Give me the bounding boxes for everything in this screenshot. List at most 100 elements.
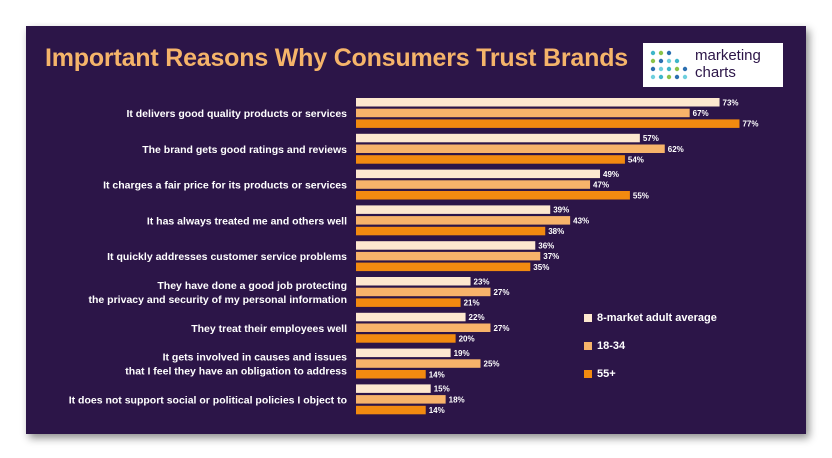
bar-value-label: 62%	[668, 145, 684, 154]
category-label: It delivers good quality products or ser…	[126, 108, 347, 120]
bar-value-label: 20%	[459, 334, 475, 343]
bar	[356, 133, 640, 143]
marketing-charts-logo: marketing charts	[643, 43, 783, 87]
logo-dot	[650, 74, 656, 80]
bar-value-label: 39%	[553, 206, 569, 215]
logo-dot	[682, 66, 688, 72]
bar	[356, 216, 571, 225]
logo-dot	[666, 58, 672, 64]
bar-value-label: 35%	[533, 263, 549, 272]
bar	[356, 251, 541, 261]
bar	[356, 169, 601, 179]
bar	[356, 191, 630, 200]
category-label: It charges a fair price for its products…	[103, 180, 347, 192]
legend-swatch	[584, 341, 592, 350]
bar	[356, 348, 451, 358]
bar	[356, 119, 740, 128]
legend-label: 18-34	[597, 339, 626, 352]
logo-dot	[658, 66, 664, 72]
bar-value-label: 43%	[573, 216, 589, 225]
bar	[356, 312, 466, 322]
bar-value-label: 14%	[429, 406, 445, 415]
legend-item: 18-34	[584, 339, 717, 352]
chart-title: Important Reasons Why Consumers Trust Br…	[45, 44, 628, 72]
logo-dot	[650, 66, 656, 72]
bar	[356, 384, 431, 393]
bar-value-label: 23%	[474, 277, 490, 286]
logo-dot	[666, 74, 672, 80]
chart-legend: 8-market adult average 18-34 55+	[584, 312, 717, 396]
bar	[356, 98, 720, 107]
category-label: the privacy and security of my personal …	[89, 294, 347, 306]
bar-chart: It delivers good quality products or ser…	[69, 98, 758, 415]
bar-value-label: 25%	[484, 360, 500, 369]
logo-text: marketing charts	[695, 47, 761, 81]
logo-line-1: marketing	[695, 47, 761, 64]
bar-value-label: 67%	[693, 109, 709, 118]
bar	[356, 298, 461, 307]
legend-label: 8-market adult average	[597, 311, 717, 324]
category-label: It has always treated me and others well	[147, 215, 347, 227]
bar	[356, 395, 446, 404]
bar-value-label: 37%	[543, 252, 559, 261]
logo-dot	[650, 58, 656, 64]
bar	[356, 277, 471, 286]
bar	[356, 334, 456, 343]
bar-value-label: 55%	[633, 191, 649, 200]
bar-value-label: 27%	[493, 288, 509, 297]
bar-value-label: 22%	[469, 313, 485, 322]
bar	[356, 262, 531, 272]
category-label: They treat their employees well	[191, 323, 347, 335]
bar-value-label: 38%	[548, 227, 564, 236]
bar-value-label: 14%	[429, 370, 445, 379]
bar-value-label: 36%	[538, 241, 554, 250]
legend-item: 55+	[584, 367, 717, 380]
bar	[356, 205, 551, 214]
legend-label: 55+	[597, 367, 616, 380]
bar	[356, 144, 665, 153]
bar-value-label: 21%	[464, 299, 480, 308]
logo-dot	[650, 50, 656, 56]
bar-value-label: 47%	[593, 181, 609, 190]
category-label: They have done a good job protecting	[157, 280, 347, 292]
logo-dot	[666, 66, 672, 72]
logo-dot	[682, 74, 688, 80]
bar	[356, 287, 491, 297]
legend-item: 8-market adult average	[584, 311, 717, 324]
bar	[356, 370, 426, 379]
bar	[356, 323, 491, 332]
bar-value-label: 77%	[742, 120, 758, 129]
logo-dots-icon	[650, 50, 688, 80]
bar	[356, 180, 591, 189]
bar	[356, 155, 625, 164]
bar-value-label: 49%	[603, 170, 619, 179]
logo-dot	[666, 50, 672, 56]
chart-card: Important Reasons Why Consumers Trust Br…	[26, 26, 806, 434]
category-label: It does not support social or political …	[69, 394, 347, 406]
bar	[356, 108, 690, 118]
bar-value-label: 27%	[493, 324, 509, 333]
category-label: It gets involved in causes and issues	[163, 352, 348, 364]
bar-value-label: 54%	[628, 155, 644, 164]
bar-value-label: 15%	[434, 385, 450, 394]
logo-dot	[658, 74, 664, 80]
logo-line-2: charts	[695, 64, 736, 81]
bar-value-label: 73%	[723, 98, 739, 107]
bar-value-label: 19%	[454, 349, 470, 358]
bar	[356, 226, 546, 236]
logo-dot	[658, 58, 664, 64]
category-label: The brand gets good ratings and reviews	[142, 144, 347, 156]
category-label: It quickly addresses customer service pr…	[107, 251, 347, 263]
category-label: that I feel they have an obligation to a…	[125, 366, 347, 378]
legend-swatch	[584, 369, 592, 378]
logo-dot	[674, 74, 680, 80]
logo-dot	[674, 58, 680, 64]
bar	[356, 359, 481, 368]
logo-dot	[658, 50, 664, 56]
logo-dot	[674, 66, 680, 72]
bar-value-label: 18%	[449, 395, 465, 404]
bar-value-label: 57%	[643, 134, 659, 143]
legend-swatch	[584, 313, 592, 322]
bar	[356, 405, 426, 415]
bar	[356, 241, 536, 250]
